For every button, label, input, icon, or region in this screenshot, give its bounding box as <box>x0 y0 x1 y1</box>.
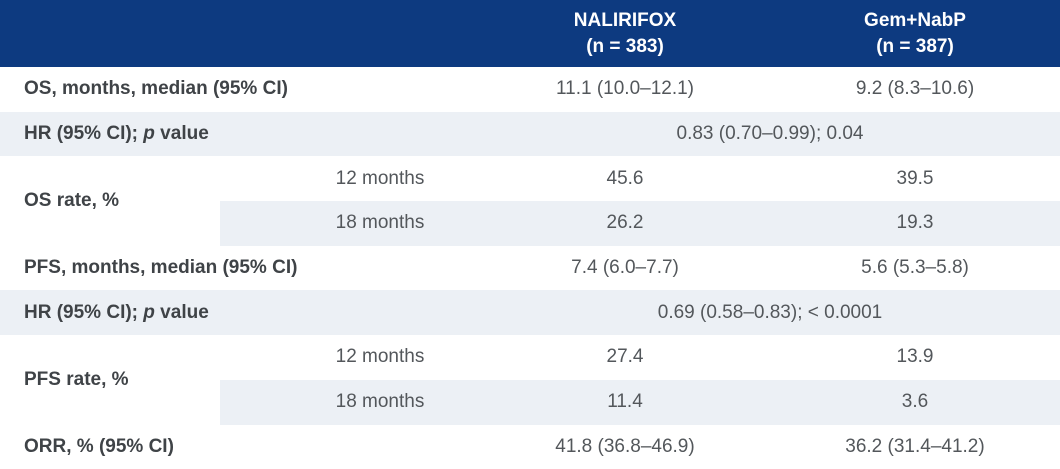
os-median-gem-nabp-value: 9.2 (8.3–10.6) <box>855 78 975 100</box>
orr-gem-nabp-value: 36.2 (31.4–41.2) <box>845 435 985 457</box>
arm-name-gem-nabp: Gem+NabP <box>864 9 966 31</box>
row-pfs-rate-18: 18 months 11.4 3.6 <box>0 379 1060 425</box>
os-hr-label-p: p <box>143 123 155 145</box>
row-os-hr: HR (95% CI); p value 0.83 (0.70–0.99); 0… <box>0 111 1060 157</box>
pfs-rate-12-timepoint: 12 months <box>335 346 425 368</box>
pfs-rate-18-nalirifox-value: 11.4 <box>480 379 770 425</box>
os-rate-12-gem-nabp-value: 39.5 <box>896 167 934 189</box>
arm-n-gem-nabp: (n = 387) <box>876 35 954 57</box>
os-hr-value: 0.83 (0.70–0.99); 0.04 <box>480 111 1060 157</box>
row-pfs-rate-12: PFS rate, % 12 months 27.4 13.9 <box>0 335 1060 389</box>
row-os-median: OS, months, median (95% CI) 11.1 (10.0–1… <box>0 67 1060 112</box>
row-pfs-median: PFS, months, median (95% CI) 7.4 (6.0–7.… <box>0 246 1060 291</box>
os-median-nalirifox-value: 11.1 (10.0–12.1) <box>555 78 695 100</box>
pfs-rate-18-timepoint: 18 months <box>220 379 480 425</box>
pfs-hr-label: HR (95% CI); p value <box>0 290 480 336</box>
header-empty-cell <box>0 0 480 67</box>
pfs-rate-12-nalirifox-value: 27.4 <box>606 346 644 368</box>
column-header-gem-nabp: Gem+NabP (n = 387) <box>770 0 1060 67</box>
orr-label: ORR, % (95% CI) <box>24 435 174 457</box>
os-hr-label-prefix: HR (95% CI); <box>24 123 144 145</box>
os-median-label: OS, months, median (95% CI) <box>24 78 288 100</box>
table-header-row: NALIRIFOX (n = 383) Gem+NabP (n = 387) <box>0 0 1060 67</box>
os-rate-12-timepoint: 12 months <box>335 167 425 189</box>
pfs-median-nalirifox-value: 7.4 (6.0–7.7) <box>571 257 679 279</box>
row-os-rate-18: 18 months 26.2 19.3 <box>0 201 1060 246</box>
pfs-median-gem-nabp-value: 5.6 (5.3–5.8) <box>861 257 969 279</box>
pfs-hr-label-p: p <box>143 301 155 323</box>
os-rate-18-gem-nabp-value: 19.3 <box>770 201 1060 246</box>
pfs-hr-label-prefix: HR (95% CI); <box>24 301 144 323</box>
os-rate-12-nalirifox-value: 45.6 <box>606 167 644 189</box>
arm-n-nalirifox: (n = 383) <box>586 35 664 57</box>
orr-nalirifox-value: 41.8 (36.8–46.9) <box>555 435 695 457</box>
pfs-hr-value: 0.69 (0.58–0.83); < 0.0001 <box>480 290 1060 336</box>
os-hr-label: HR (95% CI); p value <box>0 111 480 157</box>
pfs-rate-12-gem-nabp-value: 13.9 <box>896 346 934 368</box>
pfs-median-label: PFS, months, median (95% CI) <box>24 257 298 279</box>
os-rate-18-nalirifox-value: 26.2 <box>480 201 770 246</box>
pfs-rate-label: PFS rate, % <box>24 368 129 390</box>
os-rate-18-timepoint: 18 months <box>220 201 480 246</box>
os-hr-label-suffix: value <box>154 123 209 145</box>
pfs-hr-label-suffix: value <box>154 301 209 323</box>
os-rate-label: OS rate, % <box>24 190 120 212</box>
row-os-rate-12: OS rate, % 12 months 45.6 39.5 <box>0 156 1060 211</box>
row-orr: ORR, % (95% CI) 41.8 (36.8–46.9) 36.2 (3… <box>0 425 1060 469</box>
row-pfs-hr: HR (95% CI); p value 0.69 (0.58–0.83); <… <box>0 290 1060 336</box>
column-header-nalirifox: NALIRIFOX (n = 383) <box>480 0 770 67</box>
pfs-rate-18-gem-nabp-value: 3.6 <box>770 379 1060 425</box>
arm-name-nalirifox: NALIRIFOX <box>573 9 677 31</box>
